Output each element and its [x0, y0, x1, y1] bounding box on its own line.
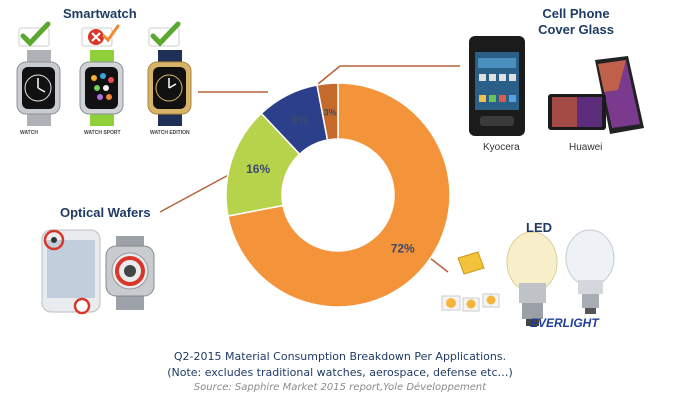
watch-back-image — [105, 236, 155, 310]
watch-sport-caption: WATCH SPORT — [84, 130, 121, 136]
caption-line1: Q2-2015 Material Consumption Breakdown P… — [173, 350, 507, 363]
watch-caption: WATCH — [20, 130, 38, 136]
cellphone-images — [469, 36, 644, 136]
smartwatch-label: Smartwatch — [63, 6, 137, 21]
cross-badge — [81, 24, 120, 47]
connector-optical — [159, 171, 235, 213]
donut-chart: 72% 16% 9% 3% — [225, 82, 451, 308]
iphone-image — [41, 229, 101, 315]
slice-optical-wafers-label: 16% — [246, 162, 270, 176]
caption-source: Source: Sapphire Market 2015 report,Yole… — [193, 382, 487, 393]
led-label: LED — [526, 220, 552, 235]
everlight-logo: EVERLIGHT — [530, 316, 599, 330]
smartwatch-images — [16, 21, 192, 126]
huawei-phone-image — [548, 56, 644, 134]
optical-wafers-images — [41, 229, 155, 315]
optical-wafers-label: Optical Wafers — [60, 205, 151, 220]
led-bulb-cool-image — [565, 229, 615, 314]
cell-phone-label: Cell Phone Cover Glass — [510, 6, 642, 38]
slice-led-label: 72% — [391, 242, 415, 256]
check-badge-2 — [148, 21, 181, 47]
watch-edition-image — [147, 50, 192, 126]
caption-line2: (Note: excludes traditional watches, aer… — [167, 366, 513, 379]
slice-smartwatch-label: 3% — [324, 107, 337, 117]
led-images — [441, 229, 615, 326]
connector-cellphone-a — [317, 65, 341, 85]
watch-sport-image — [79, 50, 124, 126]
check-badge-1 — [18, 21, 51, 47]
watch-steel-image — [16, 50, 61, 126]
cell-phone-label-line1: Cell Phone — [542, 6, 610, 21]
huawei-label: Huawei — [569, 142, 603, 153]
led-bulb-warm-image — [506, 231, 558, 326]
kyocera-phone-image — [469, 36, 525, 136]
led-chips-image — [441, 251, 500, 312]
cell-phone-label-line2: Cover Glass — [538, 22, 614, 37]
watch-edition-caption: WATCH EDITION — [150, 130, 190, 136]
slice-led — [227, 82, 451, 308]
slice-cell-phone-label: 9% — [291, 113, 309, 127]
kyocera-label: Kyocera — [483, 142, 520, 153]
slice-smartwatch — [316, 82, 339, 141]
